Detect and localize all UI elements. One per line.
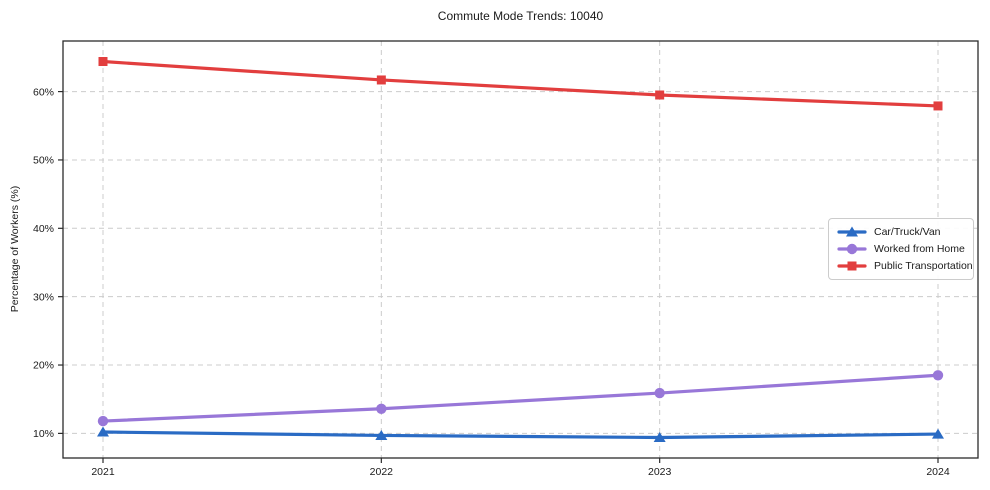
legend-item: Car/Truck/Van xyxy=(837,226,965,238)
legend-label: Public Transportation xyxy=(874,260,973,272)
series-line xyxy=(101,373,940,423)
legend-label: Car/Truck/Van xyxy=(874,226,941,238)
legend-label: Worked from Home xyxy=(874,243,965,255)
triangle-marker xyxy=(375,429,388,440)
y-tick-label: 60% xyxy=(33,86,54,98)
triangle-marker xyxy=(932,428,944,439)
y-tick-label: 30% xyxy=(33,291,54,303)
y-tick-label: 50% xyxy=(33,155,54,167)
chart-title: Commute Mode Trends: 10040 xyxy=(437,9,604,23)
triangle-marker xyxy=(653,431,666,442)
circle-marker xyxy=(932,370,944,381)
circle-marker xyxy=(376,403,387,414)
y-tick-label: 20% xyxy=(33,360,54,372)
circle-marker xyxy=(654,387,665,399)
x-tick-label: 2023 xyxy=(648,466,672,478)
circle-marker xyxy=(97,415,109,427)
plot-frame xyxy=(62,40,979,459)
square-marker xyxy=(376,75,386,85)
triangle-marker-icon xyxy=(837,226,867,237)
legend-item: Public Transportation xyxy=(837,260,973,272)
x-tick-label: 2021 xyxy=(91,466,115,478)
square-marker xyxy=(98,57,108,67)
x-tick-label: 2024 xyxy=(926,466,950,478)
y-tick-label: 10% xyxy=(33,428,54,440)
circle-marker-icon xyxy=(837,243,867,255)
x-tick-label: 2022 xyxy=(370,466,394,478)
series-line xyxy=(101,59,940,108)
square-marker-icon xyxy=(837,261,867,271)
square-marker xyxy=(655,90,665,100)
series-line xyxy=(101,430,940,440)
legend: Car/Truck/Van Worked from Home Public Tran… xyxy=(828,218,974,280)
triangle-marker xyxy=(97,426,109,437)
square-marker xyxy=(933,101,943,111)
y-tick-label: 40% xyxy=(33,223,54,235)
legend-item: Worked from Home xyxy=(837,243,965,255)
